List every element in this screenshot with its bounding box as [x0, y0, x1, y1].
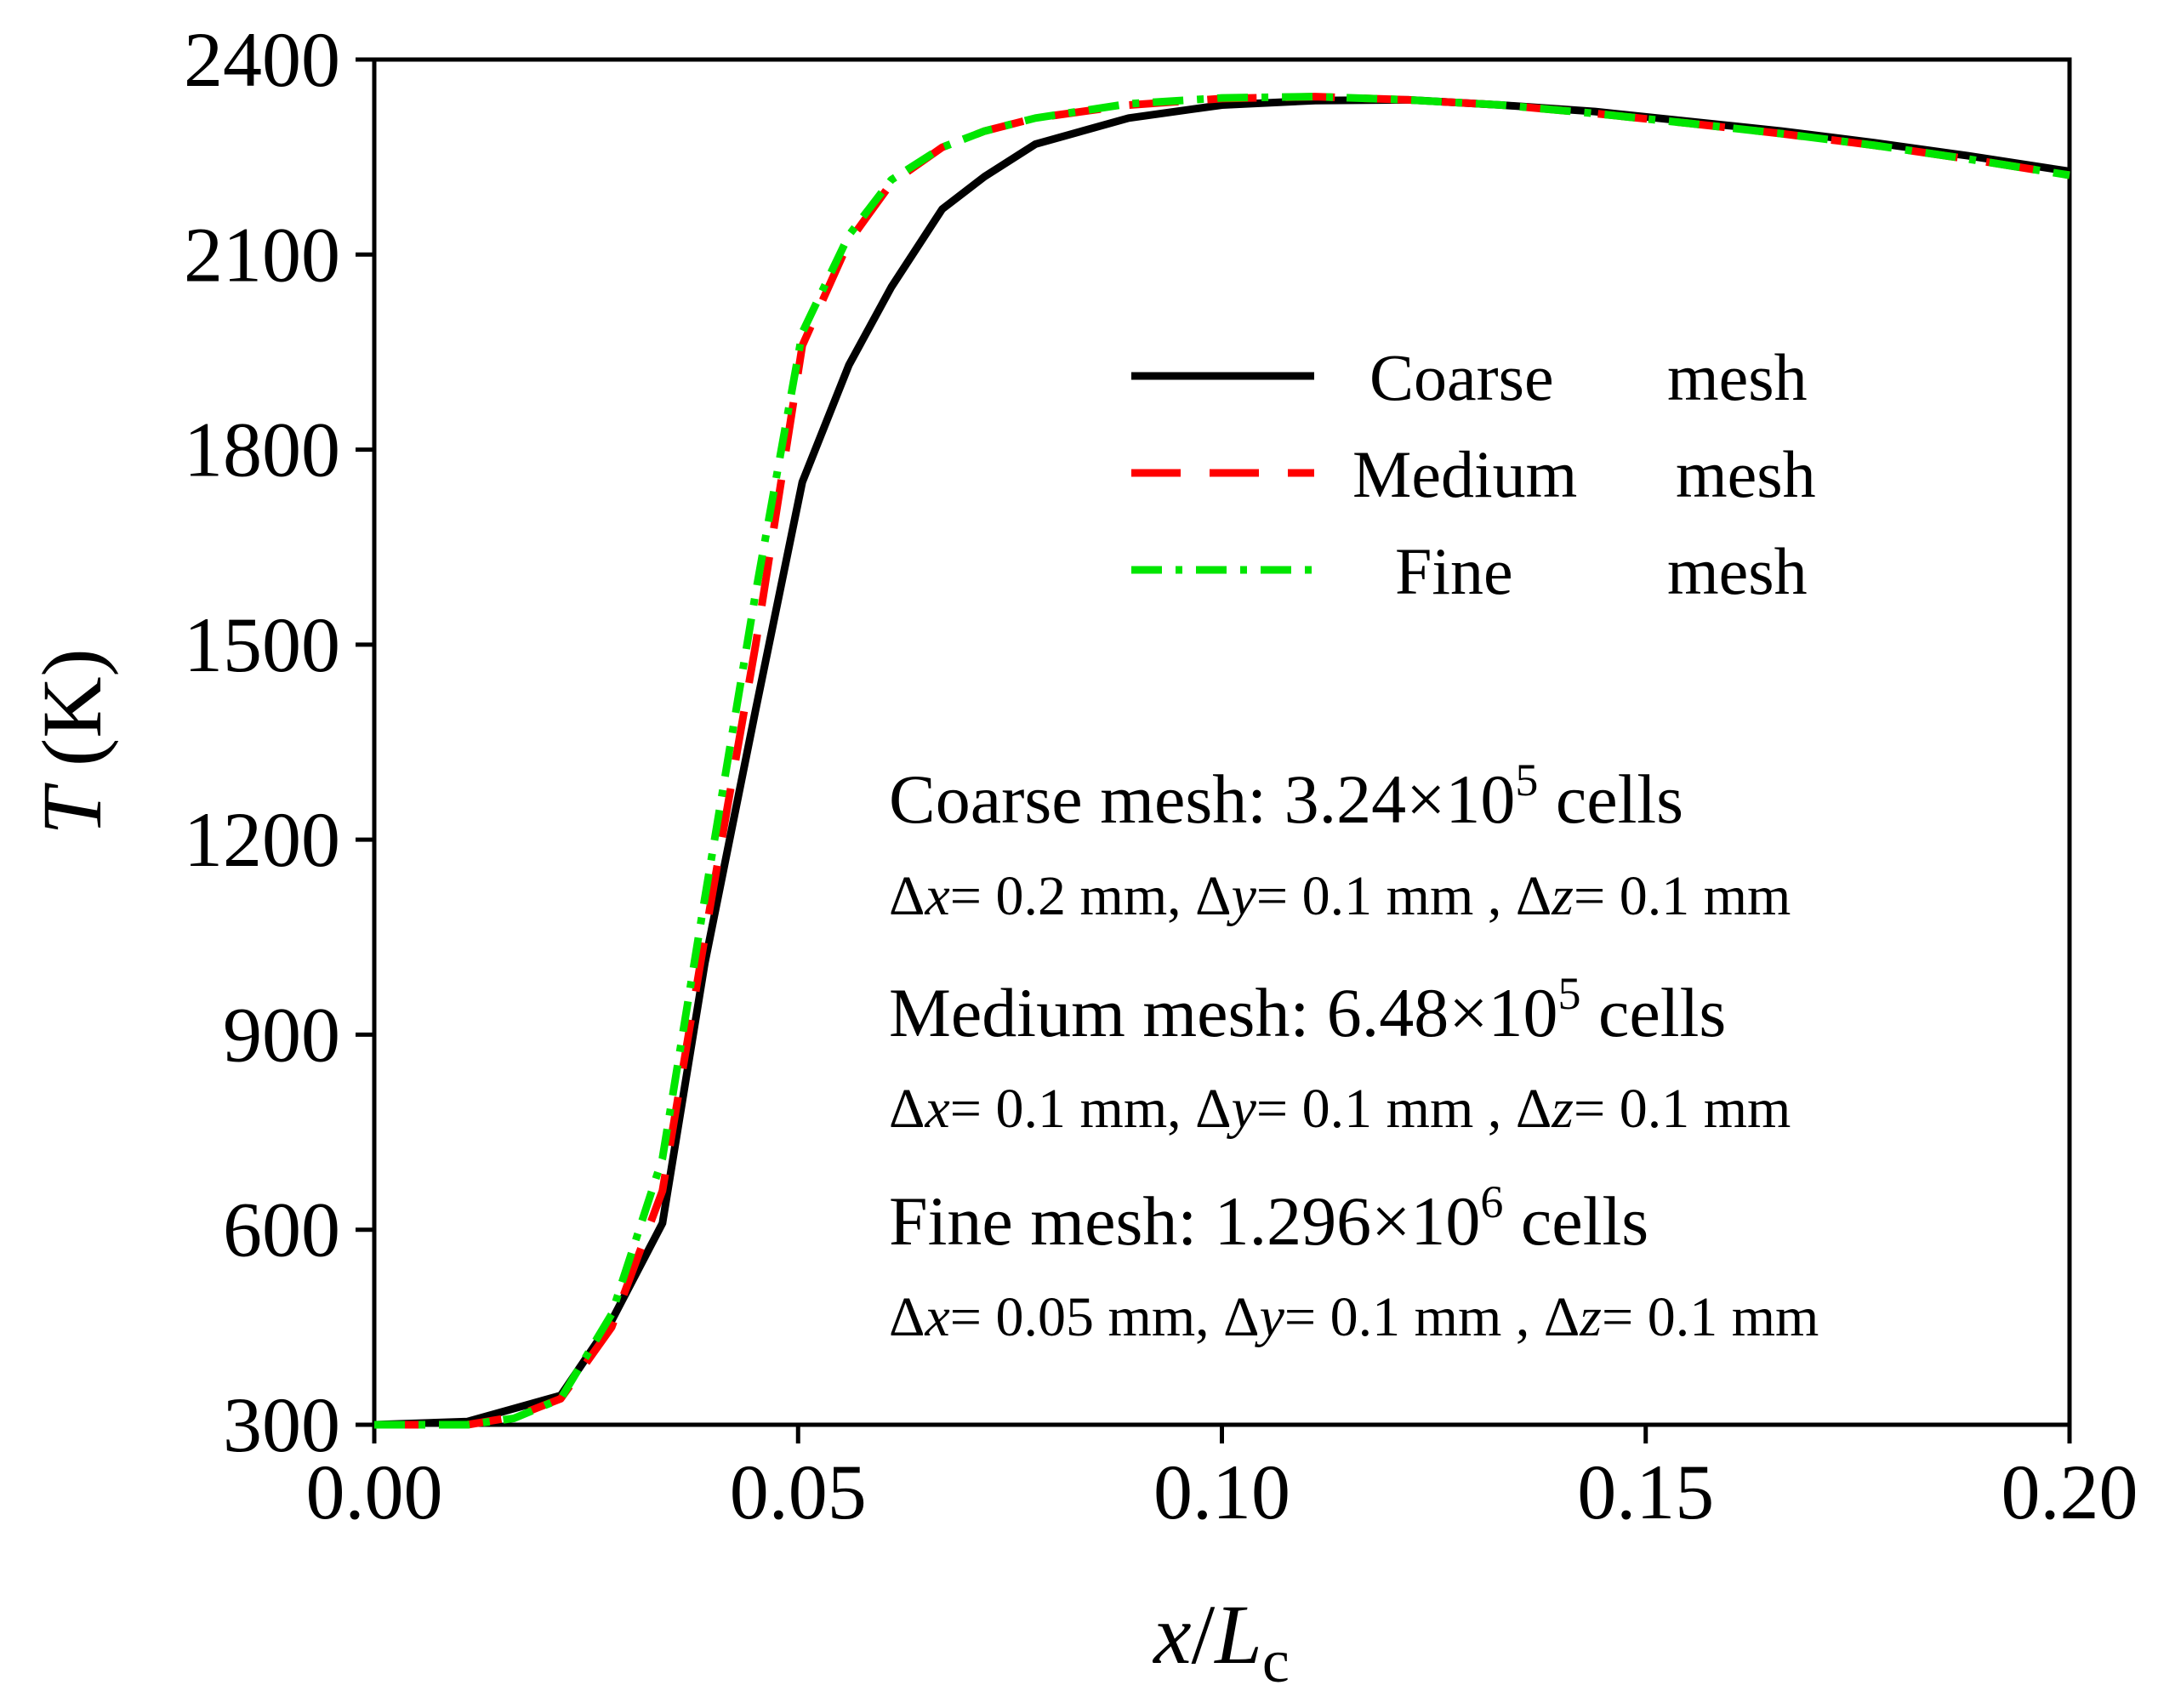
legend-label-coarse-mesh: mesh — [1667, 340, 1808, 414]
series-line-fine — [374, 93, 2070, 1429]
y-tick-label: 900 — [223, 991, 340, 1078]
annotation-fine-main: Fine mesh: 1.296×106 cells — [889, 1176, 1648, 1260]
annotation-medium-spacing: Δx= 0.1 mm, Δy= 0.1 mm , Δz= 0.1 mm — [889, 1078, 1791, 1140]
y-tick-label: 300 — [223, 1381, 340, 1468]
legend-label-medium-word: Medium — [1352, 437, 1577, 511]
legend-entry-coarse: Coarse mesh — [1131, 340, 1808, 414]
y-tick-label: 1200 — [184, 796, 340, 883]
legend-label-fine-word: Fine — [1395, 534, 1513, 608]
legend-label-fine-mesh: mesh — [1667, 534, 1808, 608]
y-axis-label: T (K) — [25, 648, 119, 834]
annotation-medium-main: Medium mesh: 6.48×105 cells — [889, 968, 1726, 1051]
y-tick-label: 2400 — [184, 16, 340, 103]
x-tick-label: 0.05 — [730, 1449, 867, 1535]
x-tick-label: 0.15 — [1577, 1449, 1714, 1535]
mesh-annotations: Coarse mesh: 3.24×105 cells Δx= 0.2 mm, … — [889, 754, 1819, 1348]
annotation-fine-spacing: Δx= 0.05 mm, Δy= 0.1 mm , Δz= 0.1 mm — [889, 1286, 1819, 1348]
x-tick-label: 0.20 — [2001, 1449, 2138, 1535]
legend-entry-medium: Medium mesh — [1131, 437, 1816, 511]
legend-label-medium-mesh: mesh — [1676, 437, 1816, 511]
legend: Coarse mesh Medium mesh Fine mesh — [1131, 340, 1816, 608]
y-tick-label: 600 — [223, 1187, 340, 1273]
x-tick-label: 0.00 — [306, 1449, 443, 1535]
legend-label-coarse-word: Coarse — [1369, 340, 1554, 414]
y-tick-label: 1800 — [184, 407, 340, 493]
annotation-coarse-main: Coarse mesh: 3.24×105 cells — [889, 754, 1683, 838]
y-tick-label: 1500 — [184, 601, 340, 688]
y-axis-ticks: 300 600 900 1200 1500 1800 2100 2400 — [184, 16, 374, 1468]
series-lines — [373, 93, 2070, 1429]
x-axis-label: x/Lc — [1152, 1587, 1290, 1695]
annotation-coarse-spacing: Δx= 0.2 mm, Δy= 0.1 mm , Δz= 0.1 mm — [889, 865, 1791, 927]
y-tick-label: 2100 — [184, 211, 340, 298]
x-tick-label: 0.10 — [1153, 1449, 1290, 1535]
legend-entry-fine: Fine mesh — [1131, 534, 1808, 608]
x-axis-ticks: 0.00 0.05 0.10 0.15 0.20 — [306, 1425, 2138, 1535]
